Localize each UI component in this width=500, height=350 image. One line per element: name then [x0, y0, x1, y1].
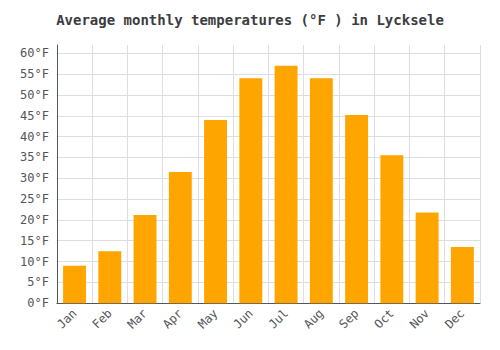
svg-text:20°F: 20°F	[20, 213, 49, 227]
svg-text:Jul: Jul	[266, 306, 291, 331]
svg-text:May: May	[195, 306, 220, 331]
svg-text:10°F: 10°F	[20, 255, 49, 269]
svg-text:Mar: Mar	[125, 306, 150, 331]
svg-text:55°F: 55°F	[20, 67, 49, 81]
svg-text:50°F: 50°F	[20, 88, 49, 102]
svg-text:60°F: 60°F	[20, 46, 49, 60]
svg-text:5°F: 5°F	[27, 275, 49, 289]
svg-text:Jun: Jun	[231, 306, 256, 331]
svg-text:25°F: 25°F	[20, 192, 49, 206]
svg-text:Feb: Feb	[90, 306, 115, 331]
svg-text:Apr: Apr	[160, 306, 185, 331]
svg-text:Aug: Aug	[301, 306, 326, 331]
svg-text:30°F: 30°F	[20, 171, 49, 185]
svg-text:Jan: Jan	[54, 306, 79, 331]
svg-text:Average monthly temperatures (: Average monthly temperatures (°F ) in Ly…	[56, 12, 444, 28]
svg-text:Nov: Nov	[407, 306, 432, 331]
svg-text:45°F: 45°F	[20, 109, 49, 123]
svg-text:15°F: 15°F	[20, 234, 49, 248]
svg-text:Dec: Dec	[442, 306, 467, 331]
svg-text:Oct: Oct	[372, 306, 397, 331]
svg-text:40°F: 40°F	[20, 130, 49, 144]
svg-text:Sep: Sep	[336, 306, 361, 331]
svg-text:35°F: 35°F	[20, 150, 49, 164]
svg-text:0°F: 0°F	[27, 296, 49, 310]
